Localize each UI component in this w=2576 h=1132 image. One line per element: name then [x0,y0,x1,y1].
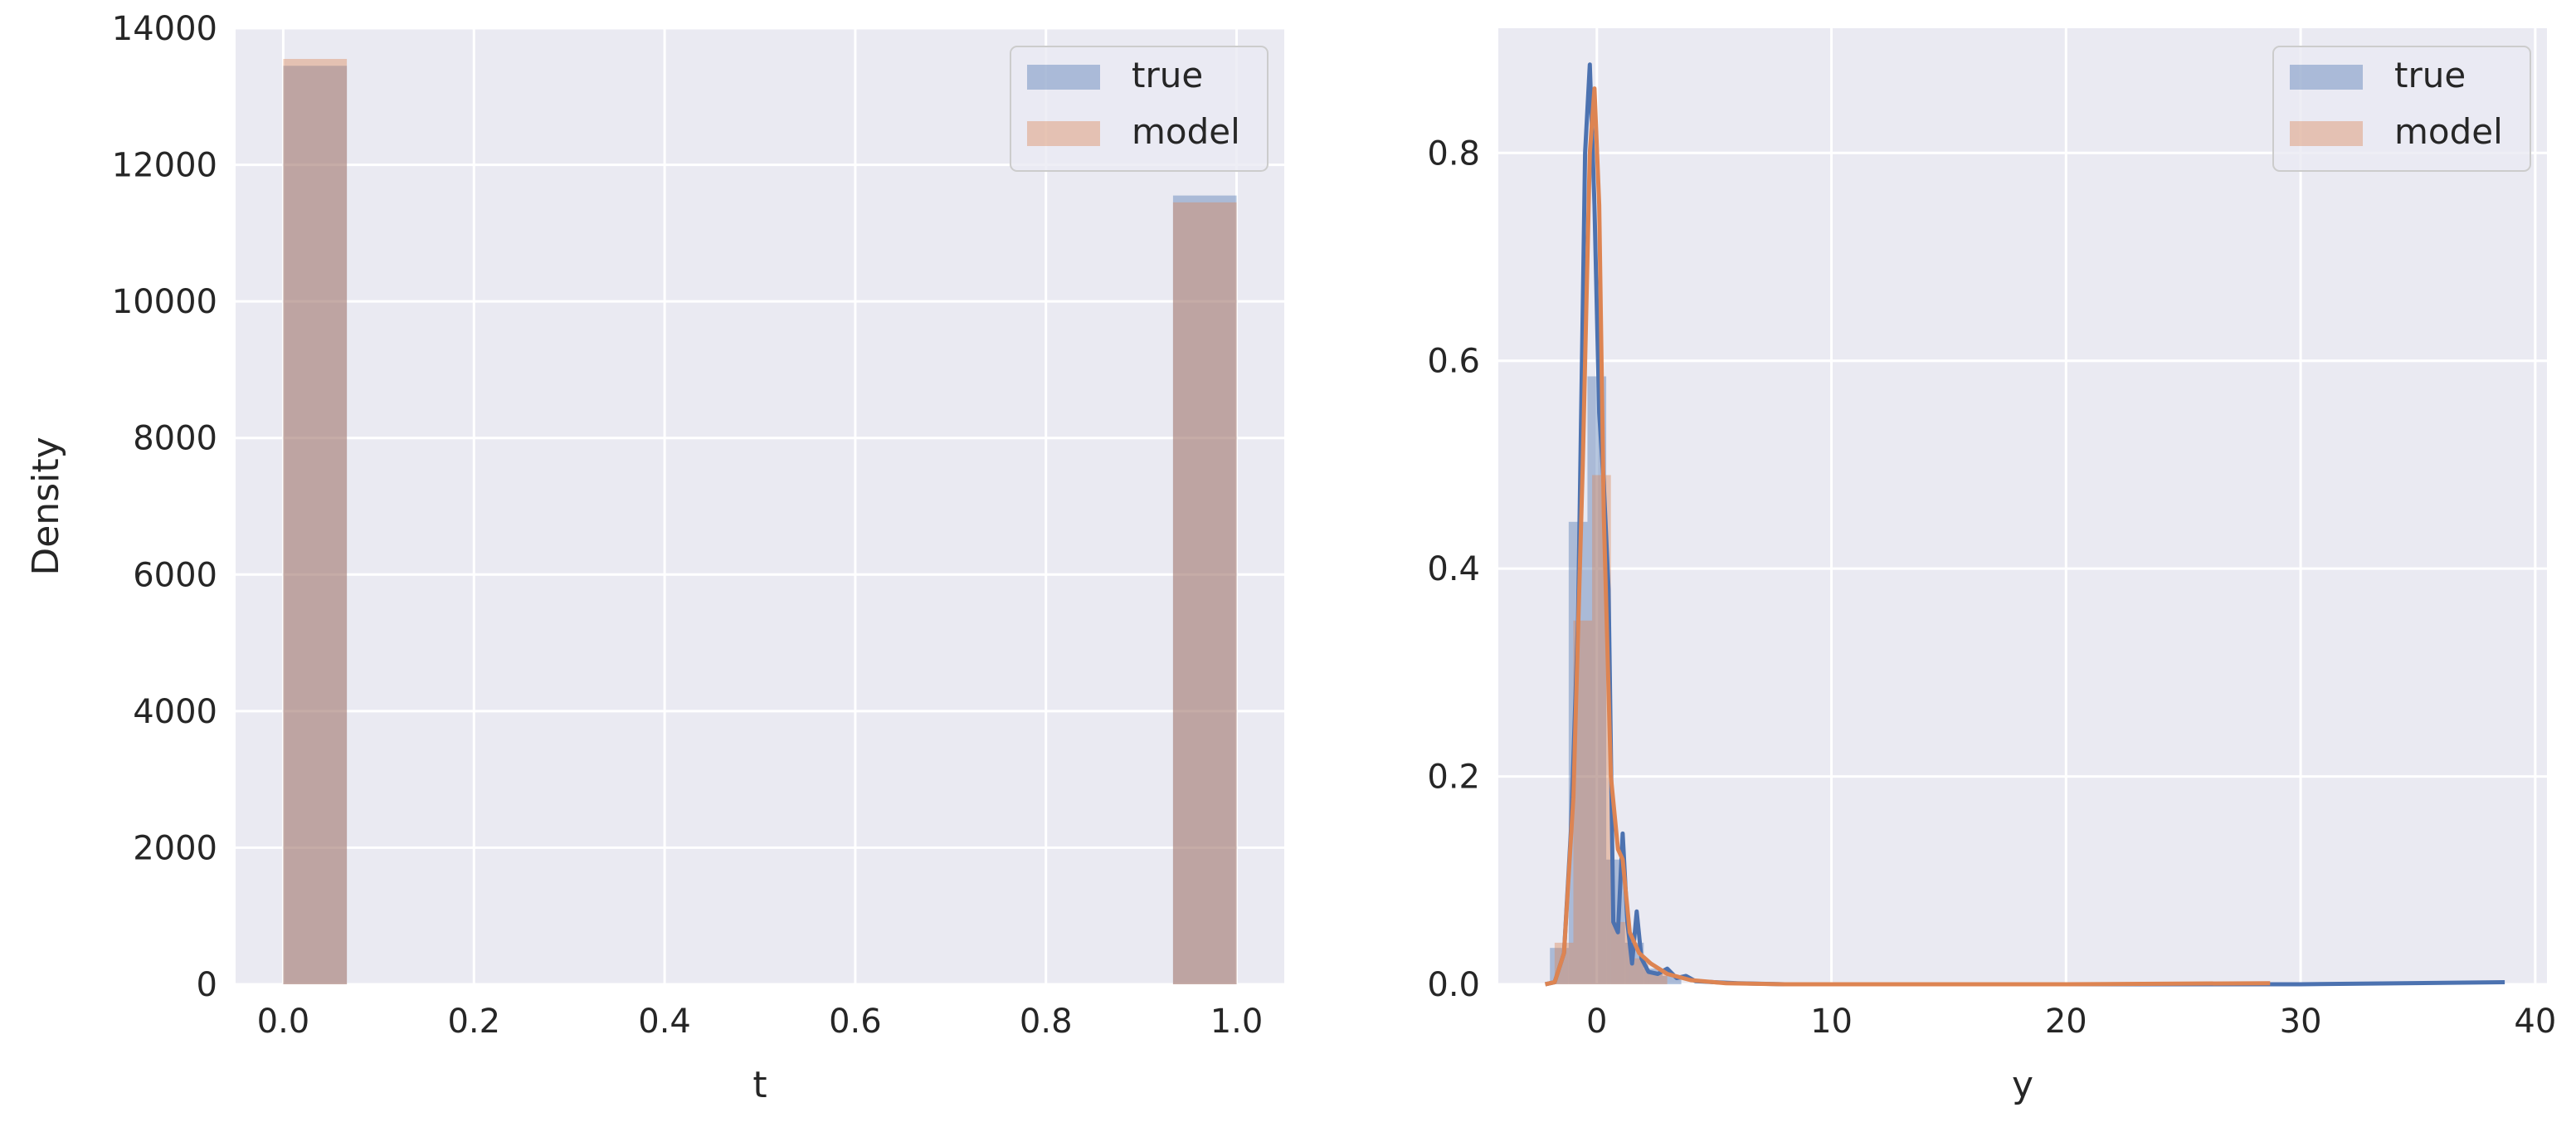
plot-area-left [236,28,1284,984]
y-tick-label: 0.4 [1427,550,1480,588]
legend-swatch-true [1027,65,1100,90]
y-axis-label-density: Density [25,437,67,575]
grid-left [236,27,1284,986]
y-tick-label: 14000 [112,10,217,48]
x-tick-label: 0.4 [638,1003,691,1041]
plot-area-right [1498,28,2547,984]
bar-model [1172,202,1237,985]
y-tick-label: 6000 [133,556,217,594]
ticks-left: 0.0 0.2 0.4 0.6 0.8 1.0 0 2000 4000 6000 8000 10000… [112,10,1264,1041]
legend-label-true: true [2394,55,2466,95]
histogram-t-panel: 0.0 0.2 0.4 0.6 0.8 1.0 0 2000 4000 6000 8000 10000… [25,10,1284,1106]
x-axis-label-y: y [2012,1064,2033,1106]
legend-right: true model [2272,46,2531,172]
x-tick-label: 40 [2514,1003,2556,1041]
legend-frame [2272,46,2531,172]
y-tick-label: 0 [197,966,217,1004]
x-tick-label: 10 [1810,1003,1853,1041]
bars-left [283,59,1237,985]
x-tick-label: 30 [2280,1003,2322,1041]
hist-bar-true [1587,376,1607,984]
x-tick-label: 0.0 [257,1003,310,1041]
ticks-right: 0 10 20 30 40 0.0 0.2 0.4 0.6 0.8 [1427,134,2556,1041]
legend-swatch-model [1027,121,1100,146]
y-tick-label: 4000 [133,693,217,731]
legend-swatch-model [2290,121,2363,146]
hist-bar-model [1573,620,1593,984]
hist-bar-model [1610,921,1630,984]
hist-bar-true [1568,521,1588,984]
x-tick-label: 0 [1586,1003,1607,1041]
histogram-y-panel: 0 10 20 30 40 0.0 0.2 0.4 0.6 0.8 y true model [1427,28,2556,1106]
bars-and-kde-right [1545,62,2505,987]
x-axis-label-t: t [752,1064,767,1106]
legend-left: true model [1010,46,1269,172]
y-tick-label: 0.8 [1427,134,1480,173]
x-tick-label: 20 [2045,1003,2087,1041]
kde-line-model [1545,86,2271,987]
x-tick-label: 0.6 [829,1003,882,1041]
x-tick-label: 0.8 [1020,1003,1073,1041]
hist-bar-model [1648,973,1668,984]
y-tick-label: 12000 [112,147,217,185]
y-tick-label: 0.0 [1427,966,1480,1004]
hist-bar-true [1662,975,1682,984]
legend-frame [1010,46,1269,172]
y-tick-label: 0.6 [1427,343,1480,381]
bar-true [1172,195,1237,985]
bar-model [283,59,348,985]
legend-label-model: model [2394,111,2503,152]
bar-true [283,66,348,985]
legend-swatch-true [2290,65,2363,90]
y-tick-label: 2000 [133,829,217,867]
legend-label-true: true [1132,55,1203,95]
y-tick-label: 0.2 [1427,759,1480,797]
y-tick-label: 8000 [133,420,217,458]
x-tick-label: 0.2 [447,1003,500,1041]
y-tick-label: 10000 [112,283,217,321]
legend-label-model: model [1132,111,1240,152]
x-tick-label: 1.0 [1210,1003,1264,1041]
